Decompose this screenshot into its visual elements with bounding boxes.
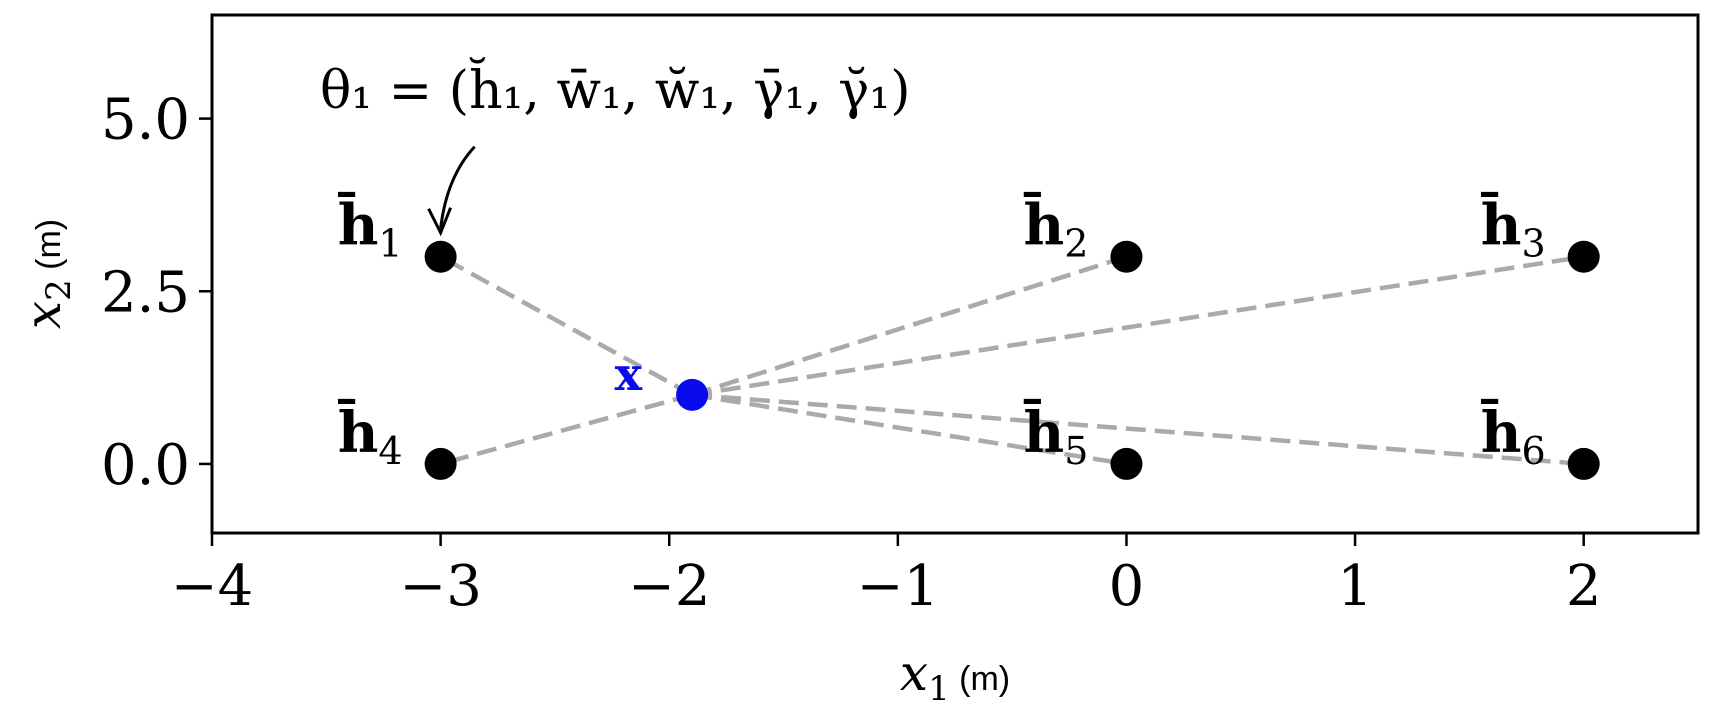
- x-axis-label: x1 (m): [900, 644, 1010, 709]
- x-tick-label: −4: [171, 554, 254, 619]
- y-tick-label: 2.5: [101, 260, 190, 325]
- links-layer: [439, 254, 1585, 467]
- link-line-1: [439, 254, 694, 397]
- target-point: [676, 378, 709, 411]
- annotation-text: θ₁ = (h̆₁, w̄₁, w̆₁, γ̄₁, γ̆₁): [320, 58, 910, 121]
- x-tick-label: −2: [628, 554, 711, 619]
- link-line-3: [691, 254, 1585, 398]
- axis-labels: x1 (m) x2 (m): [14, 219, 1010, 709]
- anchor-label-6: h̄6: [1481, 399, 1546, 473]
- y-tick-label: 5.0: [101, 88, 190, 153]
- x-tick-label: 1: [1337, 554, 1373, 619]
- ticks-layer: −4 −3 −2 −1 0 1 2 0.0 2.5 5.0: [101, 88, 1602, 619]
- anchor-point-6: [1567, 447, 1600, 480]
- labels-layer: h̄1 h̄2 h̄3 h̄4 h̄5 h̄6 x θ₁ = (h̆₁, w̄₁, w̆₁, …: [320, 58, 1546, 473]
- x-tick-label: −3: [399, 554, 482, 619]
- anchor-label-1: h̄1: [338, 192, 403, 266]
- points-layer: [424, 240, 1600, 480]
- link-line-4: [440, 392, 693, 467]
- x-tick-label: 0: [1109, 554, 1145, 619]
- target-label: x: [615, 347, 643, 401]
- link-line-2: [691, 254, 1128, 398]
- y-tick-label: 0.0: [101, 433, 190, 498]
- anchor-label-3: h̄3: [1481, 192, 1546, 266]
- anchor-point-1: [424, 240, 457, 273]
- anchor-point-3: [1567, 240, 1600, 273]
- anchor-point-2: [1110, 240, 1143, 273]
- anchor-point-4: [424, 447, 457, 480]
- anchor-point-5: [1110, 447, 1143, 480]
- anchor-label-4: h̄4: [338, 399, 403, 473]
- anchor-label-5: h̄5: [1023, 399, 1088, 473]
- plot-frame: [210, 13, 1700, 535]
- annotation-arrow: [439, 145, 476, 229]
- annotation-arrowhead: [427, 207, 453, 237]
- link-line-5: [691, 392, 1127, 467]
- y-axis-label: x2 (m): [14, 219, 79, 329]
- link-line-6: [691, 392, 1584, 467]
- x-tick-label: 2: [1566, 554, 1602, 619]
- x-tick-label: −1: [857, 554, 940, 619]
- anchor-label-2: h̄2: [1023, 192, 1088, 266]
